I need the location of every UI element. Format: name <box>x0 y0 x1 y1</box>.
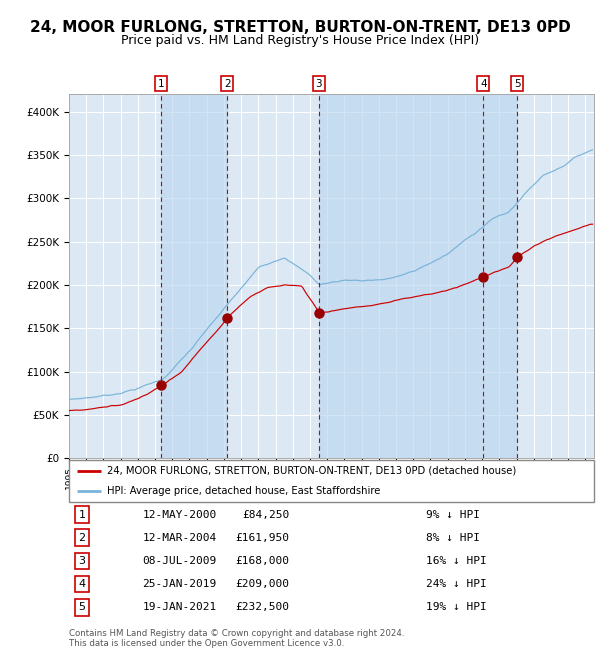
Text: £232,500: £232,500 <box>235 603 290 612</box>
Text: £161,950: £161,950 <box>235 533 290 543</box>
Text: 8% ↓ HPI: 8% ↓ HPI <box>426 533 480 543</box>
Text: 2: 2 <box>224 79 230 88</box>
Text: 9% ↓ HPI: 9% ↓ HPI <box>426 510 480 519</box>
Text: 25-JAN-2019: 25-JAN-2019 <box>143 579 217 589</box>
Text: 5: 5 <box>79 603 86 612</box>
Text: 1: 1 <box>158 79 164 88</box>
Text: Contains HM Land Registry data © Crown copyright and database right 2024.
This d: Contains HM Land Registry data © Crown c… <box>69 629 404 648</box>
Text: 24, MOOR FURLONG, STRETTON, BURTON-ON-TRENT, DE13 0PD: 24, MOOR FURLONG, STRETTON, BURTON-ON-TR… <box>29 20 571 34</box>
Text: 1: 1 <box>79 510 86 519</box>
Text: 19% ↓ HPI: 19% ↓ HPI <box>426 603 487 612</box>
Bar <box>484 94 517 458</box>
FancyBboxPatch shape <box>69 460 594 502</box>
Text: £168,000: £168,000 <box>235 556 290 566</box>
Text: 08-JUL-2009: 08-JUL-2009 <box>143 556 217 566</box>
Text: 12-MAY-2000: 12-MAY-2000 <box>143 510 217 519</box>
Bar <box>161 94 227 458</box>
Text: 5: 5 <box>514 79 521 88</box>
Text: Price paid vs. HM Land Registry's House Price Index (HPI): Price paid vs. HM Land Registry's House … <box>121 34 479 47</box>
Text: 3: 3 <box>316 79 322 88</box>
Text: 2: 2 <box>79 533 86 543</box>
Text: 19-JAN-2021: 19-JAN-2021 <box>143 603 217 612</box>
Text: 3: 3 <box>79 556 86 566</box>
Text: 4: 4 <box>480 79 487 88</box>
Text: £209,000: £209,000 <box>235 579 290 589</box>
Text: HPI: Average price, detached house, East Staffordshire: HPI: Average price, detached house, East… <box>107 486 380 496</box>
Text: 24, MOOR FURLONG, STRETTON, BURTON-ON-TRENT, DE13 0PD (detached house): 24, MOOR FURLONG, STRETTON, BURTON-ON-TR… <box>107 465 516 476</box>
Text: 12-MAR-2004: 12-MAR-2004 <box>143 533 217 543</box>
Text: 4: 4 <box>79 579 86 589</box>
Text: £84,250: £84,250 <box>242 510 290 519</box>
Bar <box>319 94 484 458</box>
Text: 24% ↓ HPI: 24% ↓ HPI <box>426 579 487 589</box>
Text: 16% ↓ HPI: 16% ↓ HPI <box>426 556 487 566</box>
